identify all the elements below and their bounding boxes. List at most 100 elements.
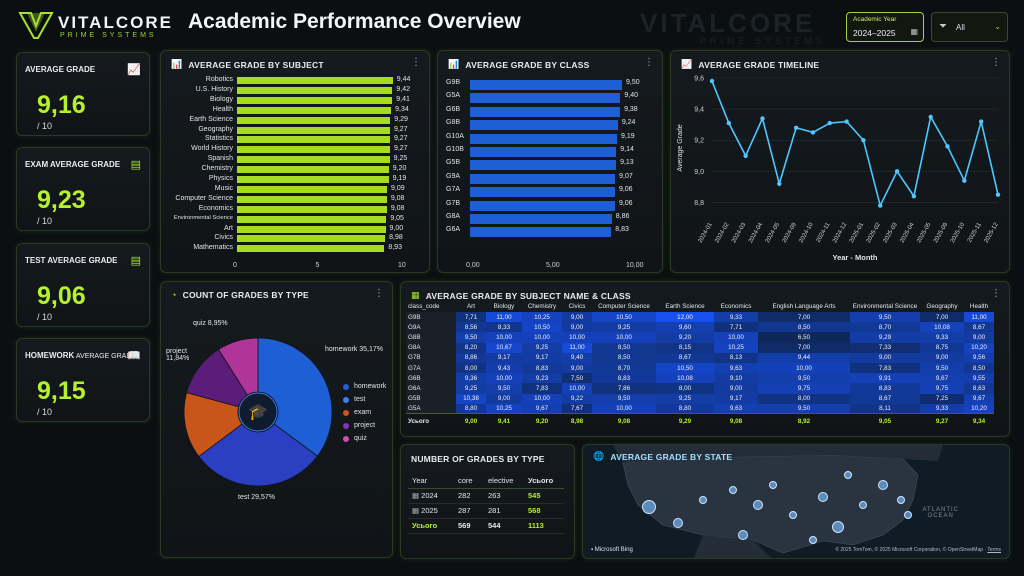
bar[interactable] xyxy=(470,106,621,117)
bar[interactable] xyxy=(237,156,390,164)
state-bubble[interactable] xyxy=(769,481,777,489)
academic-year-filter[interactable]: Academic Year 2024–2025 ▦ xyxy=(846,12,924,42)
matrix-cell[interactable]: 8,83 xyxy=(850,383,920,394)
matrix-cell[interactable]: 10,08 xyxy=(920,322,964,333)
matrix-cell[interactable]: 6,50 xyxy=(758,332,850,343)
state-bubble[interactable] xyxy=(904,511,912,519)
bar[interactable] xyxy=(470,120,618,131)
matrix-cell[interactable]: 9,00 xyxy=(714,383,758,394)
matrix-cell[interactable]: 10,00 xyxy=(592,403,656,414)
more-options-icon[interactable]: ⋮ xyxy=(411,57,421,68)
matrix-cell[interactable]: 9,43 xyxy=(486,362,522,374)
bar[interactable] xyxy=(237,86,393,94)
matrix-cell[interactable]: 11,00 xyxy=(562,342,592,353)
timeline-point[interactable] xyxy=(962,178,967,183)
matrix-cell[interactable]: 10,50 xyxy=(522,322,562,333)
matrix-cell[interactable]: 10,00 xyxy=(592,332,656,343)
matrix-cell[interactable]: 10,00 xyxy=(486,332,522,343)
matrix-column-header[interactable]: Geography xyxy=(926,302,958,310)
matrix-cell[interactable]: 8,56 xyxy=(456,322,486,333)
state-bubble[interactable] xyxy=(897,496,905,504)
matrix-cell[interactable]: 8,50 xyxy=(964,362,994,374)
bar[interactable] xyxy=(237,235,386,243)
timeline-point[interactable] xyxy=(861,138,866,143)
grade-type-filter[interactable]: ⏷ All ⌄ xyxy=(931,12,1008,42)
bar[interactable] xyxy=(470,80,622,90)
matrix-column-header[interactable]: Earth Science xyxy=(665,302,705,310)
bar[interactable] xyxy=(470,187,615,198)
matrix-cell[interactable]: 8,86 xyxy=(456,352,486,363)
state-bubble[interactable] xyxy=(753,500,763,510)
matrix-cell[interactable]: 9,44 xyxy=(758,352,850,363)
matrix-cell[interactable]: 8,15 xyxy=(656,342,714,353)
timeline-point[interactable] xyxy=(777,181,782,186)
bar[interactable] xyxy=(237,166,389,174)
matrix-cell[interactable]: 9,91 xyxy=(850,373,920,384)
state-map-card[interactable]: 🌐 AVERAGE GRADE BY STATE ATLANTIC OCEAN ▪ … xyxy=(582,444,1010,559)
timeline-point[interactable] xyxy=(894,169,900,174)
matrix-cell[interactable]: 10,67 xyxy=(486,342,522,353)
count-column-header[interactable]: Усього xyxy=(524,474,564,489)
matrix-cell[interactable]: 9,50 xyxy=(456,332,486,343)
state-bubble[interactable] xyxy=(818,492,828,502)
bar[interactable] xyxy=(237,77,393,84)
bar[interactable] xyxy=(237,96,393,104)
matrix-cell[interactable]: 8,00 xyxy=(656,383,714,394)
matrix-cell[interactable]: 9,33 xyxy=(714,312,758,323)
matrix-cell[interactable]: 8,11 xyxy=(850,403,920,414)
matrix-cell[interactable]: 10,00 xyxy=(714,332,758,343)
matrix-column-header[interactable]: Computer Science xyxy=(598,302,650,310)
timeline-point[interactable] xyxy=(878,203,883,208)
legend-item-quiz[interactable]: quiz xyxy=(343,435,367,442)
matrix-cell[interactable]: 8,67 xyxy=(964,322,994,333)
matrix-column-header[interactable]: Economics xyxy=(720,302,752,310)
state-bubble[interactable] xyxy=(738,530,748,540)
matrix-cell[interactable]: 10,00 xyxy=(562,383,592,394)
timeline-point[interactable] xyxy=(793,125,799,130)
matrix-cell[interactable]: 8,83 xyxy=(592,373,656,384)
state-bubble[interactable] xyxy=(673,518,683,528)
timeline-point[interactable] xyxy=(827,120,832,126)
bar[interactable] xyxy=(470,173,616,184)
bar[interactable] xyxy=(470,133,618,144)
matrix-column-header[interactable]: Art xyxy=(466,302,476,310)
matrix-cell[interactable]: 9,17 xyxy=(522,352,562,363)
matrix-cell[interactable]: 7,25 xyxy=(920,393,964,404)
matrix-cell[interactable]: 7,67 xyxy=(562,403,592,414)
matrix-cell[interactable]: 9,33 xyxy=(920,332,964,343)
matrix-cell[interactable]: 8,33 xyxy=(486,322,522,333)
bar[interactable] xyxy=(237,205,387,213)
matrix-column-header[interactable]: Civics xyxy=(568,302,586,310)
bar[interactable] xyxy=(237,136,390,144)
matrix-cell[interactable]: 8,63 xyxy=(964,383,994,394)
matrix-cell[interactable]: 9,75 xyxy=(758,383,850,394)
legend-item-homework[interactable]: homework xyxy=(343,383,386,390)
timeline-point[interactable] xyxy=(726,120,732,126)
bar[interactable] xyxy=(470,93,621,104)
matrix-cell[interactable]: 9,36 xyxy=(456,373,486,384)
legend-item-project[interactable]: project xyxy=(343,422,375,429)
matrix-cell[interactable]: 9,75 xyxy=(920,383,964,394)
matrix-cell[interactable]: 9,00 xyxy=(562,322,592,333)
matrix-cell[interactable]: 9,67 xyxy=(522,403,562,414)
matrix-cell[interactable]: 9,29 xyxy=(850,332,920,343)
matrix-cell[interactable]: 9,50 xyxy=(920,362,964,374)
matrix-cell[interactable]: 7,00 xyxy=(920,312,964,323)
matrix-column-header[interactable]: Chemistry xyxy=(527,302,557,310)
count-column-header[interactable]: Year xyxy=(408,474,454,489)
more-options-icon[interactable]: ⋮ xyxy=(991,57,1001,68)
matrix-cell[interactable]: 8,13 xyxy=(714,352,758,363)
pie-slice-exam[interactable] xyxy=(183,392,243,458)
matrix-cell[interactable]: 10,20 xyxy=(964,342,994,353)
matrix-cell[interactable]: 9,50 xyxy=(850,312,920,323)
matrix-cell[interactable]: 11,00 xyxy=(964,312,994,323)
state-bubble[interactable] xyxy=(844,471,852,479)
bar[interactable] xyxy=(470,227,612,238)
matrix-cell[interactable]: 9,20 xyxy=(656,332,714,343)
matrix-cell[interactable]: 8,67 xyxy=(656,352,714,363)
matrix-cell[interactable]: 7,00 xyxy=(758,312,850,323)
pie-slice-test[interactable] xyxy=(198,423,318,487)
matrix-cell[interactable]: 9,25 xyxy=(656,393,714,404)
matrix-cell[interactable]: 10,00 xyxy=(486,373,522,384)
pie-slice-homework[interactable] xyxy=(257,337,333,457)
